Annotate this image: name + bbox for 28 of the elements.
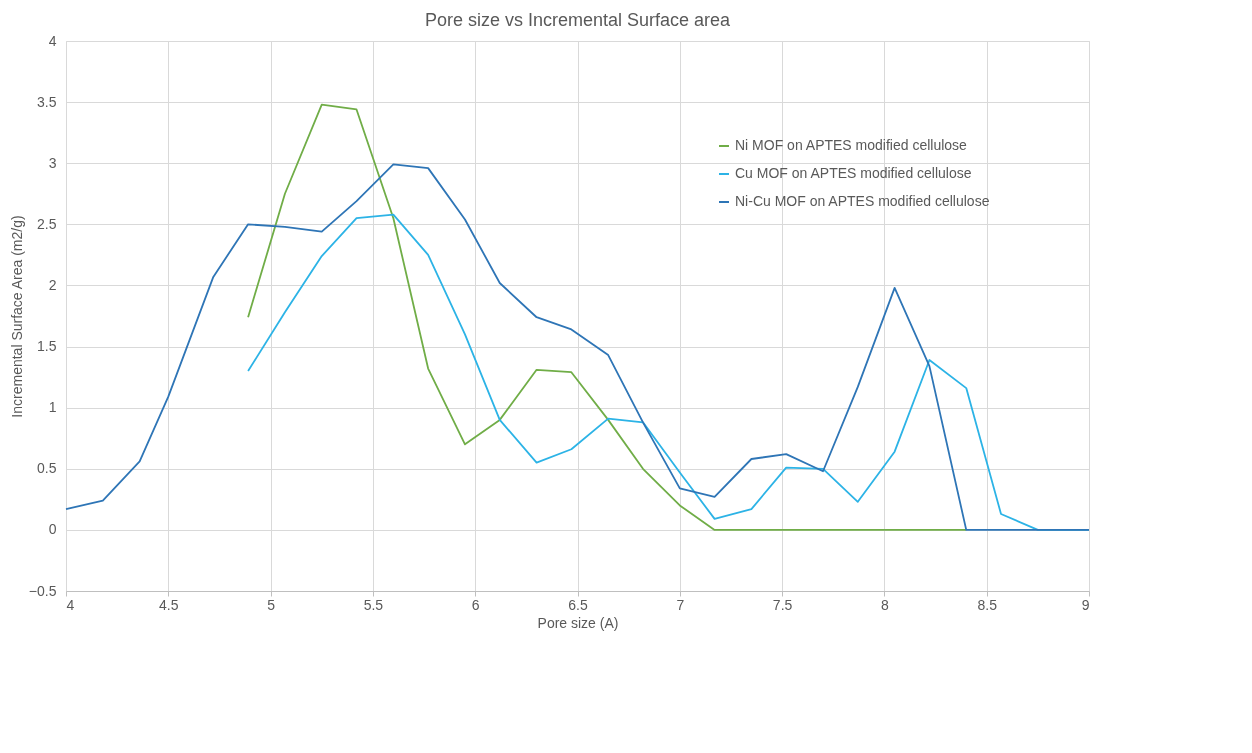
legend-label: Ni-Cu MOF on APTES modified cellulose (735, 193, 990, 209)
x-tick-label: 9 (1081, 596, 1090, 613)
x-tick-label: 5 (267, 596, 276, 613)
legend-label: Cu MOF on APTES modified cellulose (735, 165, 972, 181)
legend-label: Ni MOF on APTES modified cellulose (735, 137, 968, 153)
y-tick-label: 3.5 (37, 93, 57, 110)
x-tick-label: 4.5 (159, 596, 179, 613)
x-tick-label: 7 (676, 596, 685, 613)
x-tick-label: 8 (881, 596, 889, 613)
y-tick-label: 2 (48, 276, 57, 293)
chart-title: Pore size vs Incremental Surface area (424, 10, 732, 30)
x-tick-label: 7.5 (772, 596, 793, 613)
x-tick-label: 8.5 (977, 596, 998, 613)
x-axis-title: Pore size (A) (537, 614, 619, 631)
y-tick-label: −0.5 (28, 582, 57, 599)
x-tick-label: 4 (66, 596, 75, 613)
x-tick-label: 6.5 (568, 596, 588, 613)
x-tick-label: 5.5 (363, 596, 384, 613)
y-tick-label: 1 (48, 399, 57, 416)
y-axis-title: Incremental Surface Area (m2/g) (8, 215, 25, 418)
x-tick-label: 6 (471, 596, 480, 613)
y-tick-label: 0.5 (37, 460, 57, 477)
y-tick-label: 3 (48, 154, 57, 171)
y-tick-label: 1.5 (37, 338, 57, 355)
y-tick-label: 2.5 (37, 215, 57, 232)
y-tick-label: 4 (48, 32, 57, 49)
y-tick-label: 0 (48, 521, 57, 538)
line-series (65, 163, 1090, 531)
